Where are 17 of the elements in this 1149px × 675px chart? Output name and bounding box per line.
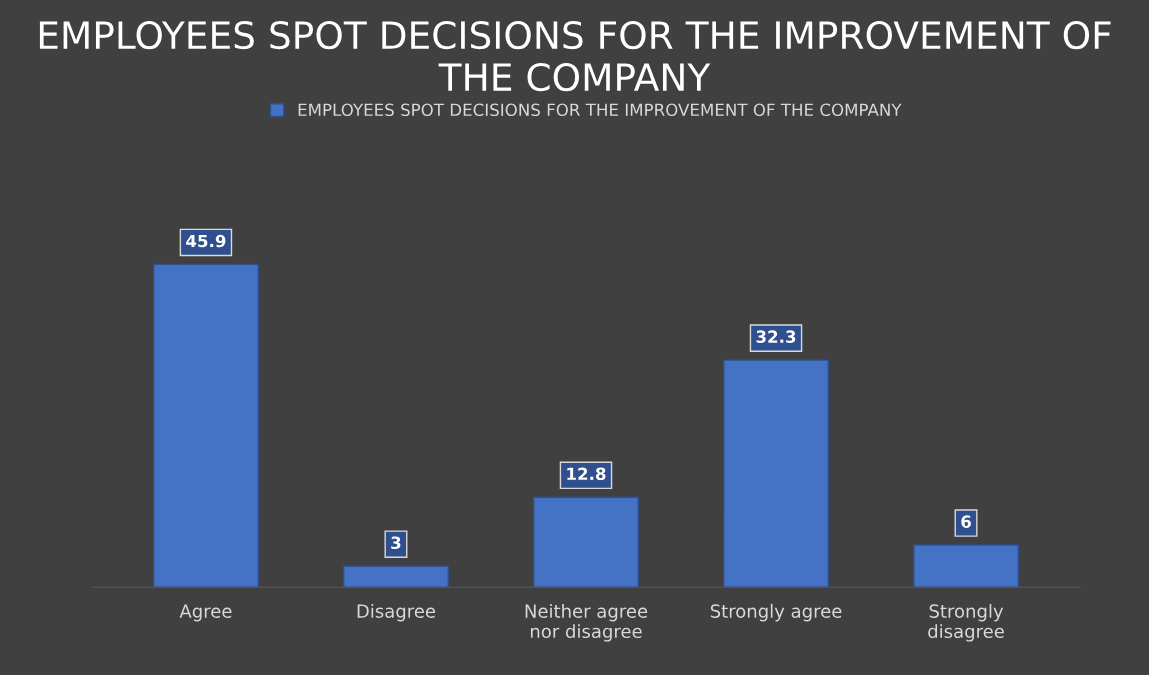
data-label: 45.9 — [186, 234, 226, 248]
legend-label: EMPLOYEES SPOT DECISIONS FOR THE IMPROVEMENT OF THE COMPANY — [298, 103, 902, 117]
x-tick-label: Strongly disagree — [928, 603, 1004, 642]
bar — [152, 263, 259, 588]
data-label: 3 — [391, 536, 401, 550]
x-tick-label: Strongly agree — [710, 603, 842, 622]
x-tick-label: Disagree — [357, 603, 436, 622]
data-label: 6 — [961, 515, 971, 528]
bar — [343, 565, 449, 588]
x-tick-label: Agree — [179, 604, 232, 622]
bar — [913, 544, 1019, 588]
data-label: 32.3 — [756, 330, 796, 343]
bar — [723, 359, 829, 588]
data-label: 12.8 — [567, 467, 606, 481]
chart-title: EMPLOYEES SPOT DECISIONS FOR THE IMPROVEMENT OF THE COMPANY — [39, 20, 1111, 92]
x-tick-label: Neither agree nor disagree — [525, 603, 648, 642]
bar — [533, 496, 639, 588]
